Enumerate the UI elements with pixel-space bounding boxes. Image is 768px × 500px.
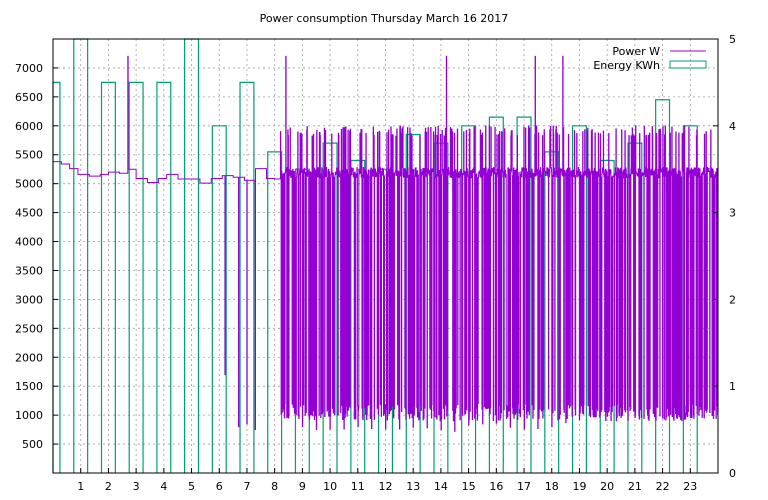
x-tick-label: 1 [77, 480, 84, 493]
y-tick-label: 1500 [15, 380, 43, 393]
x-tick-label: 20 [600, 480, 614, 493]
power-series [53, 55, 719, 432]
x-tick-label: 6 [216, 480, 223, 493]
y-tick-label: 3500 [15, 264, 43, 277]
energy-bar [211, 125, 227, 473]
y-tick-label: 6500 [15, 91, 43, 104]
legend-power-label: Power W [612, 45, 660, 58]
y-tick-label: 4000 [15, 236, 43, 249]
y2-tick-label: 0 [729, 467, 736, 480]
x-tick-label: 16 [489, 480, 503, 493]
x-tick-label: 3 [133, 480, 140, 493]
x-tick-label: 15 [462, 480, 476, 493]
y-tick-label: 3000 [15, 293, 43, 306]
energy-bar [100, 81, 116, 473]
y-tick-label: 2500 [15, 322, 43, 335]
x-tick-label: 18 [545, 480, 559, 493]
y2-tick-label: 4 [729, 120, 736, 133]
power-line [53, 55, 719, 432]
y-tick-label: 2000 [15, 351, 43, 364]
y-tick-label: 5500 [15, 149, 43, 162]
x-tick-label: 8 [271, 480, 278, 493]
y-tick-label: 500 [22, 438, 43, 451]
x-tick-label: 4 [160, 480, 167, 493]
x-tick-label: 23 [683, 480, 697, 493]
chart-legend: Power W Energy KWh [593, 45, 707, 72]
y2-tick-label: 1 [729, 380, 736, 393]
y2-tick-label: 5 [729, 33, 736, 46]
energy-bar [544, 151, 560, 473]
energy-bar [239, 81, 255, 473]
legend-energy-swatch [669, 60, 707, 69]
x-tick-label: 12 [379, 480, 393, 493]
y2-tick-label: 3 [729, 207, 736, 220]
x-tick-label: 9 [299, 480, 306, 493]
x-tick-label: 13 [406, 480, 420, 493]
x-tick-label: 19 [572, 480, 586, 493]
y2-tick-label: 2 [729, 293, 736, 306]
chart-title: Power consumption Thursday March 16 2017 [260, 12, 509, 25]
x-tick-label: 5 [188, 480, 195, 493]
legend-energy-label: Energy KWh [593, 59, 660, 72]
y-tick-label: 1000 [15, 409, 43, 422]
y-tick-label: 5000 [15, 178, 43, 191]
y-tick-label: 7000 [15, 62, 43, 75]
x-tick-label: 11 [351, 480, 365, 493]
x-tick-label: 7 [243, 480, 250, 493]
energy-bar [128, 81, 144, 473]
x-tick-label: 21 [628, 480, 642, 493]
energy-bar [156, 81, 172, 473]
y-tick-label: 6000 [15, 120, 43, 133]
x-tick-label: 2 [105, 480, 112, 493]
x-tick-label: 17 [517, 480, 531, 493]
x-tick-label: 14 [434, 480, 448, 493]
x-tick-label: 22 [656, 480, 670, 493]
axis-ticks: 1 2 3 4 5 6 7 8 9 10 11 12 13 14 15 16 17 18 19 20 21 22 23500… [15, 33, 736, 493]
y-tick-label: 4500 [15, 207, 43, 220]
x-tick-label: 10 [323, 480, 337, 493]
